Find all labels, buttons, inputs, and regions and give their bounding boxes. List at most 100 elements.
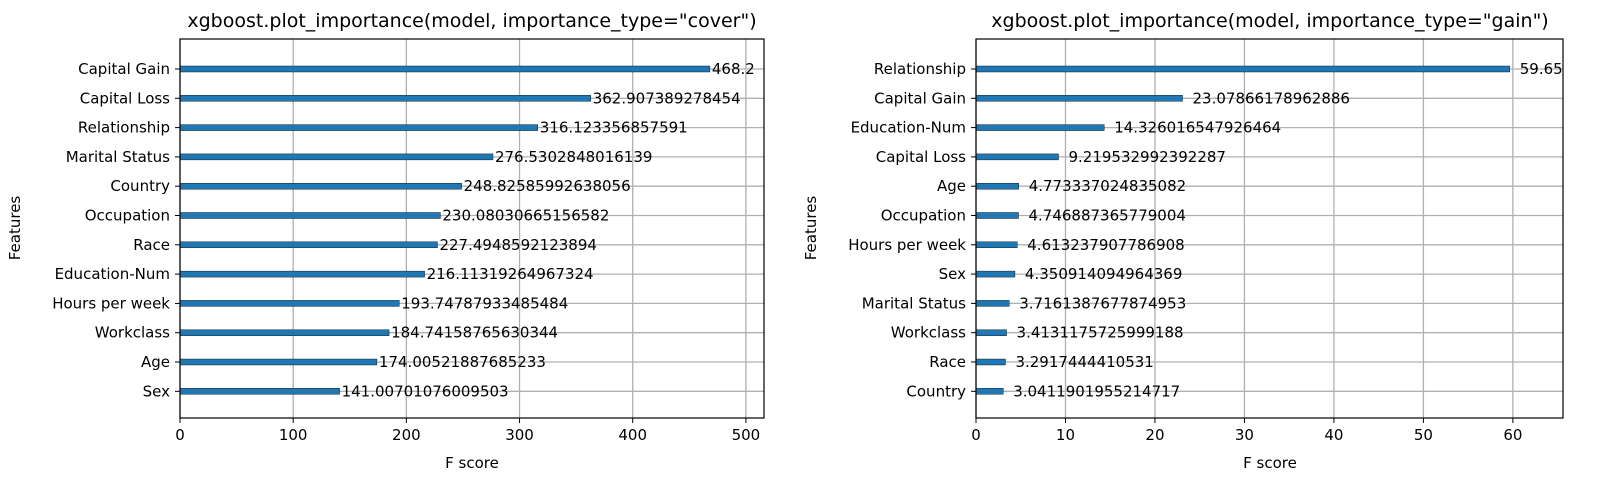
y-tick-label: Relationship	[874, 60, 966, 78]
y-tick-label: Capital Gain	[874, 89, 966, 107]
value-label: 3.7161387677874953	[1019, 294, 1186, 312]
bar	[975, 182, 1019, 190]
y-tick-label: Hours per week	[52, 294, 170, 312]
y-tick-label: Race	[929, 353, 966, 371]
bar	[975, 153, 1059, 161]
value-label: 3.4131175725999188	[1017, 324, 1184, 342]
y-tick-label: Country	[906, 382, 966, 400]
value-label: 59.65	[1520, 60, 1563, 78]
x-tick-label: 10	[1056, 426, 1075, 444]
value-label: 248.82585992638056	[464, 177, 631, 195]
x-tick-labels: 0 100 200 300 400 500	[175, 418, 760, 444]
x-tick-label: 300	[505, 426, 534, 444]
y-tick-label: Workclass	[95, 324, 170, 342]
bar	[179, 329, 390, 336]
x-tick-label: 20	[1145, 426, 1164, 444]
value-label: 216.11319264967324	[427, 265, 594, 283]
value-label: 316.123356857591	[540, 119, 688, 137]
x-tick-label: 60	[1503, 426, 1522, 444]
value-label: 174.00521887685233	[379, 353, 546, 371]
x-tick-label: 200	[392, 426, 421, 444]
x-tick-label: 30	[1235, 426, 1254, 444]
x-tick-label: 50	[1414, 426, 1433, 444]
bar	[975, 124, 1105, 131]
y-tick-label: Occupation	[881, 207, 966, 225]
bars	[975, 65, 1510, 395]
y-tick-labels: Relationship Capital Gain Education-Num Cap…	[848, 60, 976, 400]
gain-importance-chart: xgboost.plot_importance(model, importanc…	[802, 10, 1564, 472]
bar	[179, 182, 462, 190]
bar	[975, 65, 1510, 73]
y-tick-label: Marital Status	[66, 148, 170, 166]
bar	[975, 95, 1183, 102]
value-label: 4.773337024835082	[1029, 177, 1186, 195]
value-label: 230.08030665156582	[442, 207, 609, 225]
y-tick-label: Capital Loss	[876, 148, 966, 166]
value-label: 193.74787933485484	[401, 294, 568, 312]
value-label: 362.907389278454	[593, 89, 741, 107]
bar	[975, 212, 1019, 219]
y-tick-label: Capital Loss	[80, 89, 170, 107]
value-labels: 59.65 23.07866178962886 14.326016547926464…	[1013, 60, 1562, 400]
y-tick-label: Education-Num	[851, 119, 966, 137]
bar	[975, 388, 1004, 395]
bar	[179, 153, 494, 161]
value-label: 4.350914094964369	[1025, 265, 1182, 283]
bar	[179, 212, 441, 219]
y-tick-label: Age	[141, 353, 170, 371]
y-tick-label: Hours per week	[848, 236, 966, 254]
x-tick-label: 0	[175, 426, 185, 444]
x-axis-label: F score	[1243, 454, 1297, 472]
value-label: 3.0411901955214717	[1013, 382, 1180, 400]
y-tick-label: Race	[133, 236, 170, 254]
value-label: 468.2	[712, 60, 755, 78]
value-label: 4.613237907786908	[1027, 236, 1184, 254]
value-label: 4.746887365779004	[1028, 207, 1185, 225]
bar	[179, 95, 591, 102]
value-label: 9.219532992392287	[1068, 148, 1225, 166]
value-label: 227.4948592123894	[439, 236, 596, 254]
bar	[975, 241, 1018, 249]
value-labels: 468.2 362.907389278454 316.123356857591 276…	[342, 60, 755, 400]
y-tick-label: Capital Gain	[78, 60, 170, 78]
y-tick-label: Occupation	[85, 207, 170, 225]
bar	[975, 270, 1016, 278]
chart-title: xgboost.plot_importance(model, importanc…	[991, 10, 1548, 32]
plot-frame	[179, 38, 765, 419]
x-tick-label: 40	[1324, 426, 1343, 444]
y-tick-label: Relationship	[78, 119, 170, 137]
y-tick-label: Marital Status	[862, 294, 966, 312]
bar	[179, 270, 425, 278]
value-label: 276.5302848016139	[495, 148, 652, 166]
x-tick-label: 500	[732, 426, 761, 444]
y-tick-label: Education-Num	[55, 265, 170, 283]
y-tick-label: Workclass	[891, 324, 966, 342]
value-label: 23.07866178962886	[1193, 89, 1350, 107]
value-label: 14.326016547926464	[1114, 119, 1281, 137]
x-tick-label: 100	[279, 426, 308, 444]
bar	[975, 329, 1007, 336]
bars	[179, 65, 711, 395]
bar	[975, 358, 1006, 366]
value-label: 184.74158765630344	[391, 324, 558, 342]
bar	[179, 300, 400, 307]
y-tick-labels: Capital Gain Capital Loss Relationship Mari…	[52, 60, 180, 400]
y-tick-label: Sex	[143, 382, 170, 400]
y-tick-label: Age	[937, 177, 966, 195]
bar	[179, 124, 538, 131]
y-tick-label: Country	[110, 177, 170, 195]
x-tick-label: 0	[971, 426, 981, 444]
y-tick-label: Sex	[939, 265, 966, 283]
y-axis-label: Features	[802, 196, 820, 261]
cover-importance-chart: xgboost.plot_importance(model, importanc…	[6, 10, 765, 472]
value-label: 3.2917444410531	[1015, 353, 1153, 371]
chart-title: xgboost.plot_importance(model, importanc…	[187, 10, 756, 32]
bar	[975, 300, 1010, 307]
value-label: 141.00701076009503	[342, 382, 509, 400]
y-axis-label: Features	[6, 196, 24, 261]
bar	[179, 358, 378, 366]
bar	[179, 241, 438, 249]
x-axis-label: F score	[445, 454, 499, 472]
x-tick-labels: 0 10 20 30 40 50 60	[971, 418, 1522, 444]
